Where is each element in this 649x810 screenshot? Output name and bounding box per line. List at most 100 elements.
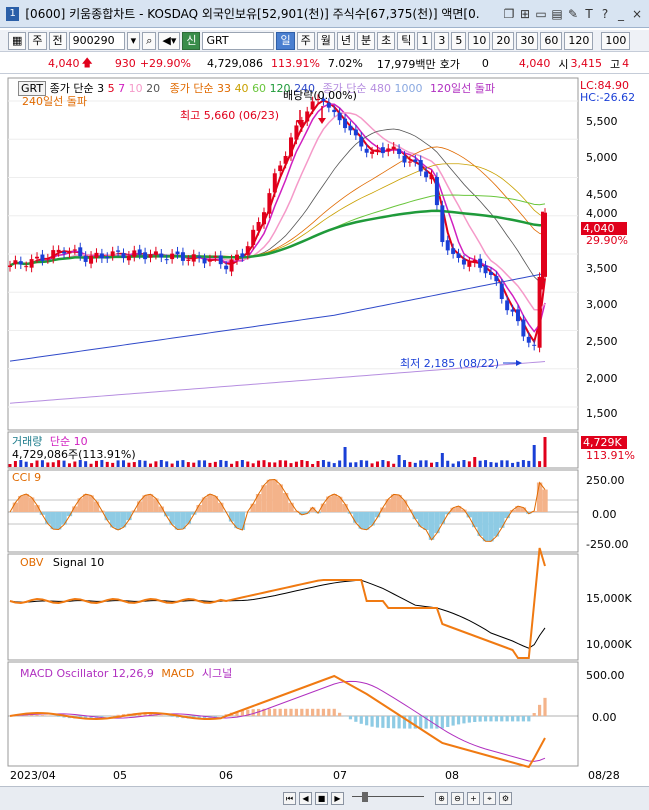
volume-title-text: 거래량	[12, 435, 43, 448]
candle-body	[283, 155, 288, 164]
macd-osc-bar	[375, 716, 380, 728]
volume-bar	[538, 461, 542, 467]
candle-body	[234, 254, 239, 261]
count-input[interactable]: 100	[601, 31, 631, 50]
volume-bar	[246, 461, 250, 467]
volume-bar	[13, 461, 17, 467]
interval-1[interactable]: 1	[417, 31, 433, 50]
cci-fill	[358, 512, 364, 529]
ma-period-20: 20	[146, 82, 161, 95]
clip-icon[interactable]: ▤	[551, 6, 563, 21]
slider-thumb[interactable]	[362, 791, 368, 802]
macd-osc-bar	[316, 708, 320, 716]
minimize-icon[interactable]: _	[618, 6, 624, 21]
sound-icon[interactable]: ◀▾	[158, 31, 181, 50]
search-icon[interactable]: ⌕	[142, 31, 157, 50]
current-pct-tag: 29.90%	[586, 234, 628, 247]
volume-bar	[267, 462, 271, 467]
text-icon[interactable]: T	[585, 6, 593, 21]
candle-body	[402, 155, 407, 163]
cci-fill	[488, 512, 494, 542]
candle-body	[407, 161, 412, 163]
type-select[interactable]: 주	[28, 31, 47, 50]
candle-body	[89, 255, 94, 264]
macd-osc-bar	[284, 708, 288, 716]
crosshair-icon[interactable]: ⌖	[483, 792, 496, 805]
cci-fill	[34, 505, 40, 512]
macd-osc-bar	[143, 713, 147, 716]
macd-osc-bar	[294, 708, 299, 716]
tab-day[interactable]: 일	[276, 31, 295, 50]
interval-20[interactable]: 20	[492, 31, 515, 50]
macd-line-label: MACD	[161, 667, 195, 680]
chart-area[interactable]: GRT 종가 단순 3 5 7 10 20 종가 단순 33 40 60 120…	[0, 76, 649, 786]
tab-tick[interactable]: 틱	[397, 31, 416, 50]
y-tick-2000: 2,000	[586, 372, 618, 385]
tab-week[interactable]: 주	[296, 31, 315, 50]
cci-fill	[77, 498, 83, 512]
tile-icon[interactable]: ⊞	[519, 6, 531, 21]
stop-icon[interactable]: ■	[315, 792, 328, 805]
tab-minute[interactable]: 분	[356, 31, 376, 50]
ma480-line	[9, 361, 546, 404]
macd-osc-bar	[392, 716, 396, 729]
macd-osc-bar	[332, 708, 336, 716]
breakout-240-label: 240일선 돌파	[22, 95, 87, 108]
cci-fill	[212, 496, 219, 512]
cci-fill	[72, 506, 78, 512]
interval-120[interactable]: 120	[564, 31, 594, 50]
code-dropdown-icon[interactable]: ▾	[126, 31, 141, 50]
interval-30[interactable]: 30	[516, 31, 539, 50]
cci-fill	[520, 507, 527, 512]
chart-svg[interactable]	[0, 76, 649, 786]
cci-fill	[45, 512, 51, 524]
candle-body	[213, 255, 218, 258]
copy-icon[interactable]: ▭	[535, 6, 547, 21]
macd-title: MACD Oscillator 12,26,9 MACD 시그널	[20, 665, 232, 681]
plus-icon[interactable]: +	[467, 792, 480, 805]
volume-bar	[94, 460, 98, 467]
volume-value-label: 4,729,086주(113.91%)	[12, 448, 136, 461]
zoom-in-icon[interactable]: ⊕	[435, 792, 448, 805]
cci-fill	[120, 512, 127, 528]
obv-series	[9, 547, 546, 659]
macd-osc-bar	[359, 716, 363, 724]
candle-body	[294, 125, 299, 140]
volume-bar	[511, 462, 515, 467]
volume-bar	[51, 462, 55, 467]
scroll-slider[interactable]	[352, 791, 424, 802]
macd-osc-bar	[273, 708, 277, 716]
first-icon[interactable]: ⏮	[283, 792, 296, 805]
stock-name-field[interactable]: GRT	[202, 31, 275, 50]
help-icon[interactable]: ?	[601, 6, 609, 21]
y-tick-3000: 3,000	[586, 298, 618, 311]
restore-icon[interactable]: ❐	[503, 6, 515, 21]
grid-icon[interactable]: ▦	[8, 31, 27, 50]
candle-body	[499, 283, 504, 299]
interval-60[interactable]: 60	[540, 31, 563, 50]
tab-second[interactable]: 초	[377, 31, 396, 50]
tab-year[interactable]: 년	[336, 31, 355, 50]
macd-osc-bar	[483, 716, 488, 722]
interval-5[interactable]: 5	[451, 31, 467, 50]
interval-3[interactable]: 3	[434, 31, 450, 50]
candle-body	[94, 252, 99, 258]
settings-icon[interactable]: ⚙	[499, 792, 512, 805]
prev-button[interactable]: 전	[48, 31, 67, 50]
tab-month[interactable]: 월	[316, 31, 335, 50]
close-icon[interactable]: ×	[631, 6, 643, 21]
zoom-out-icon[interactable]: ⊖	[451, 792, 464, 805]
tool-icon[interactable]: ✎	[567, 6, 579, 21]
low-arrow-head	[516, 360, 522, 366]
stock-code-input[interactable]: 900290	[68, 31, 125, 50]
prev-icon[interactable]: ◀	[299, 792, 312, 805]
candle-body	[45, 258, 50, 260]
interval-10[interactable]: 10	[468, 31, 491, 50]
cci-fill	[299, 512, 305, 515]
candle-body	[467, 261, 472, 267]
macd-osc-bar	[202, 716, 207, 719]
volume-bar	[30, 463, 34, 467]
volume-bar	[240, 460, 244, 467]
price-markers	[296, 106, 544, 366]
next-icon[interactable]: ▶	[331, 792, 344, 805]
